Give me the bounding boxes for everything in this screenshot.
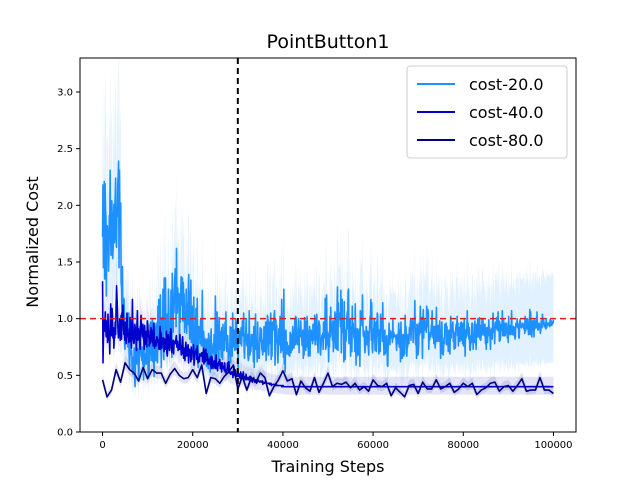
x-tick-label: 20000 [177,440,209,451]
y-tick-label: 0.5 [57,371,73,382]
x-tick-label: 80000 [447,440,479,451]
series-line-cost-80.0 [101,362,554,398]
series-line-cost-40.0 [101,281,554,388]
y-tick-label: 1.0 [57,314,73,325]
x-axis-title: Training Steps [271,457,385,476]
legend-label-cost-20.0: cost-20.0 [469,75,544,94]
y-tick-label: 0.0 [57,428,73,439]
x-tick-label: 40000 [267,440,299,451]
series-lines [101,160,555,398]
y-tick-label: 2.0 [57,201,73,212]
y-axis-title: Normalized Cost [23,176,42,307]
series-line-cost-20.0 [101,160,555,388]
x-tick-label: 60000 [357,440,389,451]
y-tick-label: 3.0 [57,88,73,99]
legend-label-cost-80.0: cost-80.0 [469,131,544,150]
plot-frame [79,57,577,433]
y-tick-label: 1.5 [57,258,73,269]
legend-label-cost-40.0: cost-40.0 [469,103,544,122]
x-tick-label: 100000 [534,440,572,451]
x-tick-label: 0 [99,440,105,451]
y-tick-label: 2.5 [57,144,73,155]
legend: cost-20.0 cost-40.0 cost-80.0 [406,65,568,159]
chart-title: PointButton1 [267,31,390,53]
x-axis: 0 20000 40000 60000 80000 100000 [99,432,573,451]
legend-box [406,65,568,159]
y-axis: 0.0 0.5 1.0 1.5 2.0 2.5 3.0 [57,88,80,439]
